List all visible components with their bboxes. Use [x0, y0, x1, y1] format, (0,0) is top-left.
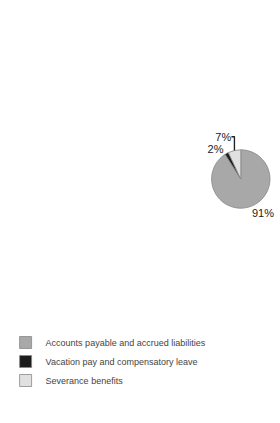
svg-text:91%: 91% — [252, 207, 274, 219]
svg-text:Severance benefits: Severance benefits — [46, 376, 124, 386]
svg-text:7%: 7% — [215, 131, 231, 143]
svg-text:Vacation pay and compensatory: Vacation pay and compensatory leave — [46, 357, 198, 367]
svg-text:2%: 2% — [208, 143, 224, 155]
svg-text:Accounts payable and accrued l: Accounts payable and accrued liabilities — [46, 338, 206, 348]
